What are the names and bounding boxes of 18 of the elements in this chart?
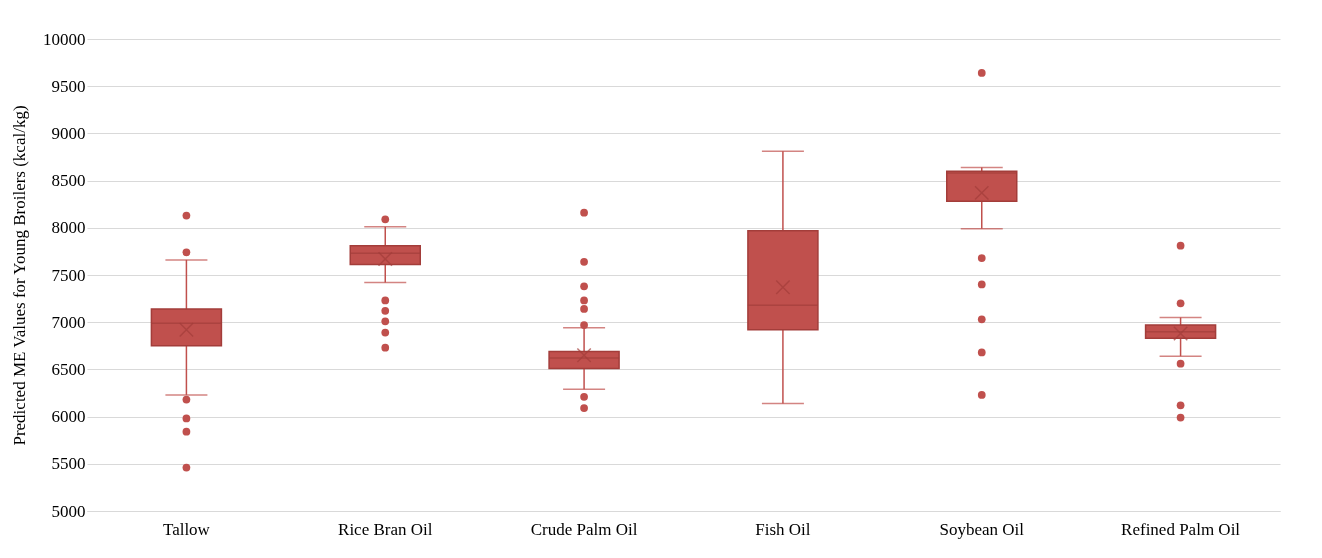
x-tick-label: Fish Oil	[755, 519, 811, 539]
y-tick-label: 6500	[51, 359, 86, 379]
y-tick-label: 8000	[51, 218, 86, 238]
x-tick-label: Refined Palm Oil	[1121, 519, 1241, 539]
x-tick-label: Rice Bran Oil	[338, 519, 433, 539]
y-tick-label: 6000	[51, 407, 86, 427]
y-tick-label: 10000	[43, 29, 86, 49]
y-tick-label: 8500	[51, 171, 86, 191]
x-tick-label: Soybean Oil	[939, 519, 1025, 539]
y-tick-label: 5000	[51, 501, 86, 521]
y-tick-label: 5500	[51, 454, 86, 474]
x-tick-label: Crude Palm Oil	[530, 519, 638, 539]
y-axis-title: Predicted ME Values for Young Broilers (kcal/kg)	[10, 105, 29, 446]
y-tick-label: 9000	[51, 123, 86, 143]
y-tick-label: 9500	[51, 76, 86, 96]
x-tick-label: Tallow	[162, 519, 211, 539]
y-tick-label: 7000	[51, 312, 86, 332]
y-tick-label: 7500	[51, 265, 86, 285]
